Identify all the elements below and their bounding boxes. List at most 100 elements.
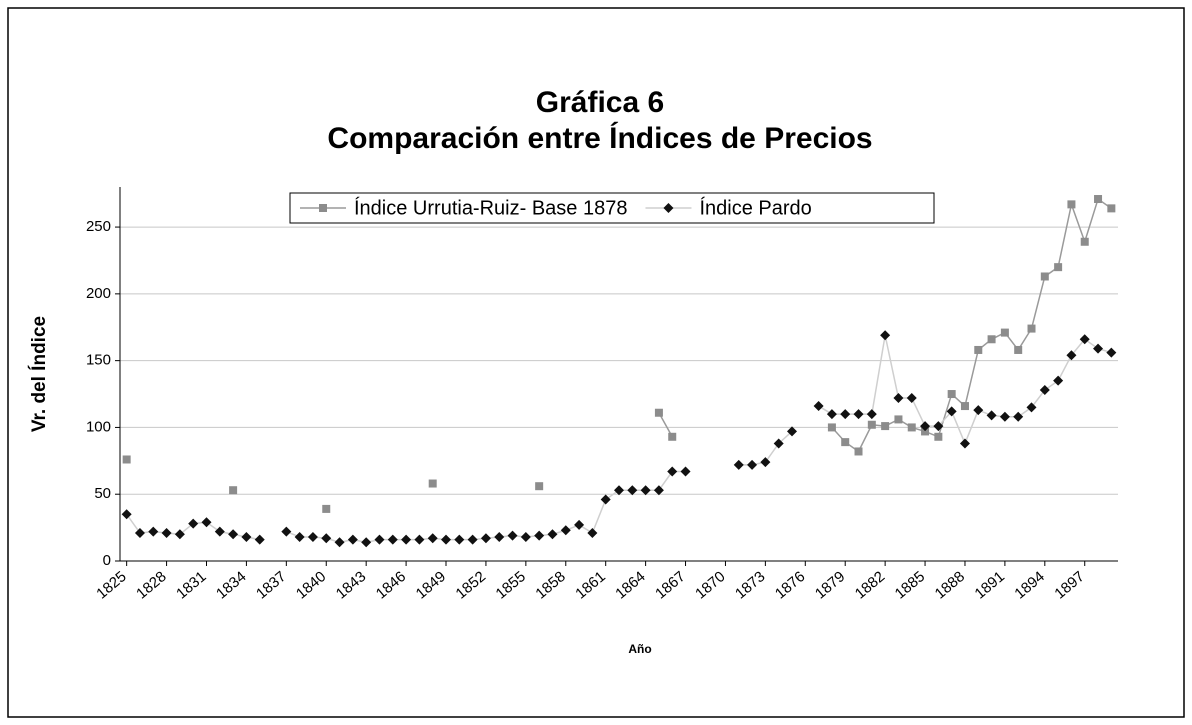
- data-point: [281, 526, 292, 537]
- data-point: [786, 426, 797, 437]
- data-point: [467, 534, 478, 545]
- data-point: [174, 529, 185, 540]
- legend-label: Índice Urrutia-Ruiz- Base 1878: [354, 196, 627, 219]
- data-point: [906, 393, 917, 404]
- data-point: [663, 203, 674, 213]
- data-point: [520, 531, 531, 542]
- x-axis-label: Año: [628, 642, 651, 656]
- data-point: [853, 409, 864, 420]
- y-tick-label: 200: [86, 285, 111, 302]
- y-tick-label: 100: [86, 418, 111, 435]
- data-point: [307, 531, 318, 542]
- data-point: [334, 537, 345, 548]
- data-point: [920, 421, 931, 432]
- data-point: [188, 518, 199, 529]
- legend-box: [289, 192, 935, 224]
- data-point: [1094, 195, 1103, 204]
- data-point: [214, 526, 225, 537]
- data-point: [294, 531, 305, 542]
- data-point: [773, 438, 784, 449]
- data-point: [893, 393, 904, 404]
- data-point: [826, 409, 837, 420]
- data-point: [1027, 324, 1036, 333]
- data-point: [934, 432, 943, 441]
- data-point: [907, 423, 916, 432]
- y-tick-label: 250: [86, 218, 111, 235]
- data-point: [600, 494, 611, 505]
- data-point: [374, 534, 385, 545]
- data-point: [946, 406, 957, 417]
- data-point: [840, 409, 851, 420]
- data-point: [428, 479, 437, 488]
- data-point: [1107, 204, 1116, 213]
- data-point: [960, 402, 969, 411]
- chart-title: Comparación entre Índices de Precios: [327, 121, 872, 155]
- data-point: [534, 530, 545, 541]
- data-point: [959, 438, 970, 449]
- data-point: [1093, 343, 1104, 354]
- data-point: [387, 534, 398, 545]
- data-point: [1026, 402, 1037, 413]
- data-point: [1079, 334, 1090, 345]
- data-point: [854, 447, 863, 456]
- data-point: [987, 335, 996, 344]
- data-point: [201, 517, 212, 528]
- data-point: [627, 485, 638, 496]
- data-point: [933, 421, 944, 432]
- data-point: [866, 409, 877, 420]
- data-point: [974, 345, 983, 354]
- data-point: [614, 485, 624, 496]
- data-point: [347, 534, 358, 545]
- data-point: [1066, 350, 1077, 361]
- data-point: [654, 408, 663, 417]
- data-point: [427, 533, 438, 544]
- data-point: [454, 534, 465, 545]
- data-point: [881, 422, 890, 431]
- y-tick-label: 50: [94, 485, 111, 502]
- data-point: [680, 466, 691, 477]
- data-point: [640, 485, 651, 496]
- data-point: [254, 534, 265, 545]
- data-point: [733, 459, 744, 470]
- data-point: [921, 427, 930, 436]
- data-point: [134, 527, 145, 538]
- data-point: [560, 525, 571, 536]
- data-point: [1080, 237, 1089, 246]
- data-point: [1054, 263, 1063, 272]
- data-point: [574, 519, 585, 530]
- data-point: [480, 533, 491, 544]
- data-point: [827, 423, 836, 432]
- data-point: [161, 527, 172, 538]
- data-point: [361, 537, 372, 548]
- data-point: [667, 466, 678, 477]
- data-point: [441, 534, 452, 545]
- data-point: [894, 415, 903, 424]
- data-point: [587, 527, 598, 538]
- data-point: [841, 438, 850, 447]
- data-point: [1106, 347, 1117, 358]
- data-point: [668, 432, 677, 441]
- data-point: [321, 533, 332, 544]
- data-point: [880, 330, 891, 341]
- y-axis-label: Vr. del Índice: [28, 316, 50, 432]
- data-point: [121, 509, 132, 520]
- data-point: [319, 204, 327, 212]
- data-point: [760, 457, 771, 468]
- data-point: [494, 531, 505, 542]
- data-point: [1053, 375, 1064, 386]
- legend-label: Índice Pardo: [699, 196, 811, 219]
- data-point: [228, 529, 239, 540]
- data-point: [813, 401, 824, 412]
- data-point: [1067, 200, 1076, 209]
- data-point: [148, 526, 159, 537]
- data-point: [401, 534, 412, 545]
- data-point: [653, 485, 664, 496]
- data-point: [229, 486, 238, 495]
- chart-frame: [7, 7, 1185, 718]
- y-tick-label: 150: [86, 352, 111, 369]
- data-point: [1013, 411, 1024, 422]
- data-point: [547, 529, 558, 540]
- data-point: [535, 482, 544, 491]
